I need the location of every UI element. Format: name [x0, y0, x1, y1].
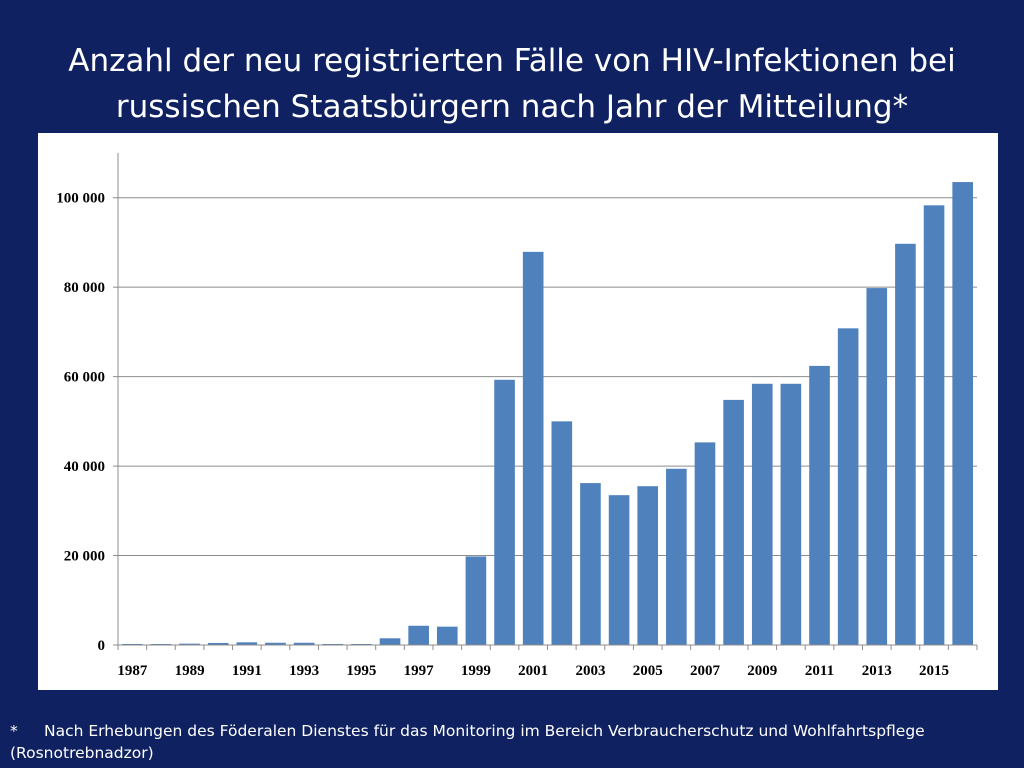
- bar: [866, 288, 888, 645]
- bar: [751, 383, 773, 645]
- x-tick-label: 2001: [518, 663, 548, 679]
- y-tick-label: 20 000: [64, 549, 105, 565]
- bar: [465, 556, 487, 645]
- footnote-marker: *: [10, 722, 18, 740]
- x-tick-label: 1993: [289, 663, 319, 679]
- footnote-text: Nach Erhebungen des Föderalen Dienstes f…: [10, 722, 925, 762]
- bar: [780, 383, 802, 645]
- x-tick-label: 1997: [404, 663, 435, 679]
- bar: [694, 442, 716, 645]
- bar: [895, 243, 916, 645]
- bar: [723, 399, 744, 645]
- bar: [236, 642, 258, 645]
- bar: [923, 205, 945, 645]
- bar-chart: 0 20 000 40 000 60 000 80 000 100 000 1987 1989…: [56, 153, 978, 679]
- bar: [837, 328, 859, 645]
- x-tick-label: 2009: [747, 663, 777, 679]
- x-tick-label: 2003: [575, 663, 605, 679]
- x-tick-label: 2011: [805, 663, 834, 679]
- bar: [580, 483, 601, 645]
- bar: [522, 251, 544, 645]
- bar: [608, 495, 630, 645]
- y-tick-label: 80 000: [64, 280, 105, 296]
- bar: [637, 486, 659, 645]
- bar: [265, 642, 286, 645]
- bar: [666, 468, 687, 645]
- bar: [551, 421, 573, 645]
- slide-title: Anzahl der neu registrierten Fälle von H…: [68, 43, 956, 125]
- x-tick-label: 1989: [175, 663, 205, 679]
- y-tick-label: 0: [98, 638, 106, 654]
- x-tick-label: 1995: [346, 663, 376, 679]
- x-tick-label: 2005: [633, 663, 663, 679]
- x-tick-label: 2007: [690, 663, 721, 679]
- y-tick-label: 40 000: [64, 459, 105, 475]
- bar: [379, 638, 401, 645]
- x-tick-label: 1991: [232, 663, 262, 679]
- y-tick-label: 100 000: [56, 191, 105, 207]
- bar: [179, 643, 200, 645]
- bar: [494, 379, 515, 645]
- x-tick-label: 1999: [461, 663, 491, 679]
- bar: [207, 642, 229, 645]
- footnote: * Nach Erhebungen des Föderalen Dienstes …: [10, 720, 1010, 764]
- bar: [293, 642, 315, 645]
- bar: [408, 625, 429, 645]
- y-tick-label: 60 000: [64, 370, 105, 386]
- chart-panel: 0 20 000 40 000 60 000 80 000 100 000 1987 1989…: [38, 133, 998, 690]
- bar: [952, 182, 973, 645]
- bar: [436, 626, 458, 645]
- x-tick-label: 2013: [862, 663, 892, 679]
- x-tick-label: 1987: [117, 663, 148, 679]
- x-tick-label: 2015: [919, 663, 949, 679]
- bar: [809, 365, 830, 645]
